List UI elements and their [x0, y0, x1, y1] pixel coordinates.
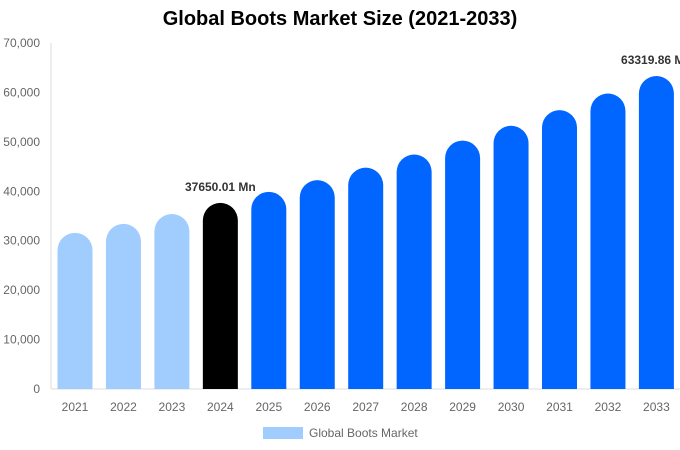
x-tick-label: 2031 [546, 400, 573, 414]
legend-swatch [263, 427, 303, 439]
bar-2024 [202, 202, 238, 389]
y-tick-label: 60,000 [3, 85, 40, 99]
y-tick-label: 10,000 [3, 333, 40, 347]
y-tick-label: 70,000 [3, 36, 40, 50]
bar-2032 [590, 93, 626, 390]
y-tick-label: 0 [33, 382, 40, 396]
x-tick-label: 2029 [449, 400, 476, 414]
chart-title: Global Boots Market Size (2021-2033) [162, 8, 518, 30]
bar-2027 [348, 167, 384, 389]
y-tick-label: 30,000 [3, 234, 40, 248]
y-tick-label: 50,000 [3, 135, 40, 149]
legend-label: Global Boots Market [309, 426, 418, 440]
bar-2025 [251, 191, 287, 389]
y-tick-label: 20,000 [3, 283, 40, 297]
bar-2030 [493, 125, 529, 389]
x-tick-label: 2025 [255, 400, 282, 414]
bar-2033 [638, 76, 674, 389]
bar-2031 [542, 110, 577, 390]
bar-2028 [396, 154, 432, 389]
bar-2023 [154, 214, 190, 389]
bar-2029 [445, 140, 481, 389]
x-tick-label: 2027 [352, 400, 379, 414]
x-tick-label: 2028 [401, 400, 428, 414]
x-tick-label: 2030 [498, 400, 525, 414]
x-tick-label: 2021 [62, 400, 89, 414]
data-label-2024: 37650.01 Mn [185, 180, 256, 194]
bar-2026 [299, 180, 335, 389]
bar-2022 [105, 223, 141, 389]
bar-2021 [57, 232, 93, 389]
data-label-2033: 63319.86 Mn [621, 53, 680, 67]
legend[interactable]: Global Boots Market [263, 426, 418, 440]
x-tick-label: 2022 [110, 400, 137, 414]
x-tick-label: 2032 [595, 400, 622, 414]
y-tick-label: 40,000 [3, 184, 40, 198]
x-tick-label: 2026 [304, 400, 331, 414]
x-tick-label: 2033 [643, 400, 670, 414]
x-tick-label: 2024 [207, 400, 234, 414]
x-tick-label: 2023 [159, 400, 186, 414]
